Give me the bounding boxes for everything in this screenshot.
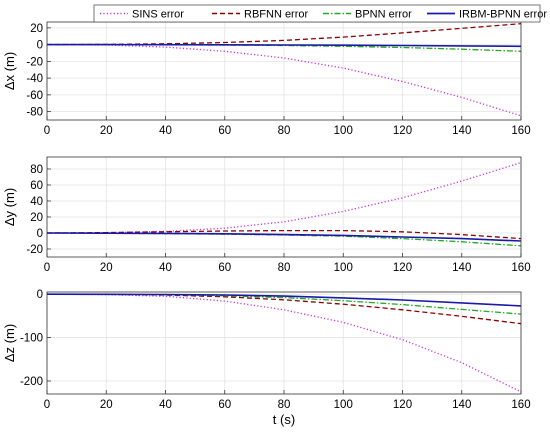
series-line	[46, 293, 522, 307]
y-tick-label: -200	[20, 376, 43, 388]
x-tick-label: 140	[452, 399, 471, 411]
x-tick-label: 40	[159, 262, 172, 274]
x-tick-label: 0	[44, 399, 50, 411]
legend-item: SINS error	[100, 9, 184, 21]
x-tick-label: 20	[100, 125, 113, 137]
x-tick-label: 60	[218, 399, 231, 411]
y-tick-label: -80	[26, 107, 43, 119]
x-tick-label: 40	[159, 399, 172, 411]
series-line	[46, 232, 522, 247]
series-line	[46, 232, 522, 242]
y-tick-label: 60	[30, 180, 43, 192]
series-line	[46, 293, 522, 325]
x-tick-label: 120	[393, 399, 412, 411]
series-line	[46, 43, 522, 117]
x-tick-label: 160	[511, 262, 530, 274]
series-line	[46, 161, 522, 234]
y-tick-label: 0	[37, 228, 43, 240]
y-axis-label: Δz (m)	[2, 324, 17, 362]
legend-label: IRBM-BPNN error	[459, 9, 547, 21]
series-line	[47, 43, 522, 52]
y-tick-label: 20	[30, 212, 43, 224]
x-tick-label: 0	[44, 262, 50, 274]
legend: SINS error RBFNN error BPNN error IRBM-BPNN…	[93, 4, 547, 23]
x-tick-label: 80	[278, 399, 291, 411]
x-tick-label: 160	[511, 125, 530, 137]
x-tick-label: 80	[278, 262, 291, 274]
axes-frame	[46, 291, 522, 395]
x-tick-label: 60	[218, 125, 231, 137]
x-tick-label: 100	[334, 399, 353, 411]
y-tick-label: 80	[30, 164, 43, 176]
x-tick-label: 60	[218, 262, 231, 274]
x-tick-label: 120	[393, 125, 412, 137]
x-tick-label: 160	[511, 399, 530, 411]
y-axis-label: Δy (m)	[2, 188, 17, 226]
legend-item: BPNN error	[323, 9, 412, 21]
y-tick-label: 0	[37, 40, 43, 52]
series-line	[46, 229, 522, 240]
y-tick-label: -40	[26, 73, 43, 85]
y-axis-label: Δx (m)	[2, 52, 17, 90]
y-tick-label: 40	[30, 196, 43, 208]
legend-label: SINS error	[132, 9, 184, 21]
x-tick-label: 100	[334, 125, 353, 137]
legend-label: BPNN error	[355, 9, 412, 21]
x-tick-label: 0	[44, 125, 50, 137]
series-line	[46, 293, 522, 393]
y-tick-label: -20	[26, 56, 43, 68]
x-tick-label: 20	[100, 399, 113, 411]
y-tick-label: -60	[26, 90, 43, 102]
x-tick-label: 120	[393, 262, 412, 274]
axes-frame	[46, 156, 522, 258]
panel-1: 0 20 40 60 80 100 120 140 160 -80 -60 -40 -20 0 20 Δx (…	[2, 21, 531, 137]
legend-box	[93, 4, 541, 23]
series-line	[46, 23, 522, 46]
x-axis-label: t (s)	[273, 412, 295, 427]
y-tick-label: 0	[37, 289, 43, 301]
panel-3: 0 20 40 60 80 100 120 140 160 -200 -100 0 Δz (m) t (s…	[2, 289, 531, 427]
x-tick-label: 40	[159, 125, 172, 137]
x-tick-label: 140	[452, 125, 471, 137]
x-tick-label: 140	[452, 262, 471, 274]
x-tick-label: 100	[334, 262, 353, 274]
x-tick-label: 80	[278, 125, 291, 137]
legend-item: RBFNN error	[212, 9, 309, 21]
legend-label: RBFNN error	[244, 9, 309, 21]
y-tick-label: 20	[30, 23, 43, 35]
y-tick-label: -20	[26, 244, 43, 256]
y-tick-label: -100	[20, 333, 43, 345]
x-tick-label: 20	[100, 262, 113, 274]
series-line	[47, 43, 522, 48]
legend-items: SINS error RBFNN error BPNN error IRBM-BPNN…	[100, 9, 547, 21]
legend-item: IRBM-BPNN error	[427, 9, 547, 21]
series-line	[46, 293, 522, 315]
